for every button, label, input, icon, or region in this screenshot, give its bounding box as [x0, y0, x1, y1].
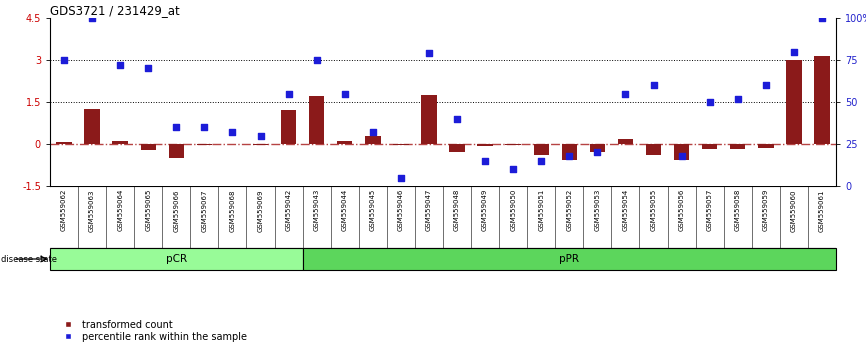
Text: GSM559066: GSM559066	[173, 189, 179, 232]
Point	[647, 82, 661, 88]
Text: GSM559050: GSM559050	[510, 189, 516, 232]
Point	[675, 153, 688, 159]
Legend: transformed count, percentile rank within the sample: transformed count, percentile rank withi…	[55, 316, 251, 346]
Bar	[140, 144, 156, 150]
Point	[170, 124, 184, 130]
Text: GSM559057: GSM559057	[707, 189, 713, 232]
Text: GSM559062: GSM559062	[61, 189, 67, 232]
Text: GSM559048: GSM559048	[454, 189, 460, 232]
Point	[85, 15, 99, 21]
Bar	[730, 144, 746, 149]
Point	[254, 133, 268, 138]
Text: disease state: disease state	[1, 255, 57, 263]
Text: GSM559067: GSM559067	[202, 189, 207, 232]
Bar	[786, 60, 802, 144]
Bar	[646, 144, 662, 155]
Point	[702, 99, 716, 105]
Text: GSM559063: GSM559063	[89, 189, 95, 232]
Point	[815, 15, 829, 21]
Bar	[50, 248, 302, 270]
Text: GSM559049: GSM559049	[482, 189, 488, 232]
Text: GSM559051: GSM559051	[539, 189, 544, 232]
Point	[338, 91, 352, 96]
Bar	[506, 144, 520, 145]
Bar	[197, 144, 212, 145]
Bar	[617, 139, 633, 144]
Text: GSM559056: GSM559056	[679, 189, 685, 232]
Bar	[281, 110, 296, 144]
Point	[57, 57, 71, 63]
Point	[562, 153, 576, 159]
Bar	[814, 56, 830, 144]
Text: GSM559044: GSM559044	[342, 189, 348, 232]
Bar	[393, 144, 409, 145]
Text: pPR: pPR	[559, 254, 579, 264]
Point	[422, 51, 436, 56]
Point	[225, 130, 239, 135]
Text: GSM559059: GSM559059	[763, 189, 769, 232]
Text: GSM559061: GSM559061	[819, 189, 825, 232]
Text: GSM559046: GSM559046	[397, 189, 404, 232]
Bar	[56, 142, 72, 144]
Bar	[309, 96, 325, 144]
Point	[197, 124, 211, 130]
Point	[281, 91, 295, 96]
Bar	[365, 136, 380, 144]
Text: GSM559045: GSM559045	[370, 189, 376, 232]
Point	[787, 49, 801, 55]
Text: GSM559068: GSM559068	[229, 189, 236, 232]
Bar	[674, 144, 689, 160]
Bar	[113, 141, 128, 144]
Bar	[253, 144, 268, 145]
Point	[141, 65, 155, 71]
Text: GSM559043: GSM559043	[313, 189, 320, 232]
Text: GSM559058: GSM559058	[734, 189, 740, 232]
Text: GSM559042: GSM559042	[286, 189, 292, 232]
Text: pCR: pCR	[165, 254, 187, 264]
Text: GSM559055: GSM559055	[650, 189, 656, 232]
Text: GSM559065: GSM559065	[145, 189, 152, 232]
Bar	[421, 95, 436, 144]
Point	[591, 150, 604, 155]
Bar	[337, 141, 352, 144]
Point	[618, 91, 632, 96]
Point	[310, 57, 324, 63]
Point	[478, 158, 492, 164]
Bar	[84, 109, 100, 144]
Point	[507, 166, 520, 172]
Point	[534, 158, 548, 164]
Bar	[562, 144, 577, 160]
Text: GSM559064: GSM559064	[117, 189, 123, 232]
Bar	[302, 248, 836, 270]
Bar	[533, 144, 549, 155]
Text: GSM559047: GSM559047	[426, 189, 432, 232]
Text: GSM559054: GSM559054	[623, 189, 629, 232]
Point	[113, 62, 127, 68]
Text: GDS3721 / 231429_at: GDS3721 / 231429_at	[50, 4, 180, 17]
Point	[450, 116, 464, 122]
Bar	[449, 144, 465, 152]
Point	[366, 130, 380, 135]
Bar	[477, 144, 493, 146]
Point	[394, 175, 408, 181]
Text: GSM559069: GSM559069	[257, 189, 263, 232]
Bar	[758, 144, 773, 148]
Text: GSM559052: GSM559052	[566, 189, 572, 232]
Point	[731, 96, 745, 102]
Text: GSM559060: GSM559060	[791, 189, 797, 232]
Bar	[702, 144, 717, 149]
Bar	[169, 144, 184, 158]
Bar	[590, 144, 605, 153]
Text: GSM559053: GSM559053	[594, 189, 600, 232]
Point	[759, 82, 772, 88]
